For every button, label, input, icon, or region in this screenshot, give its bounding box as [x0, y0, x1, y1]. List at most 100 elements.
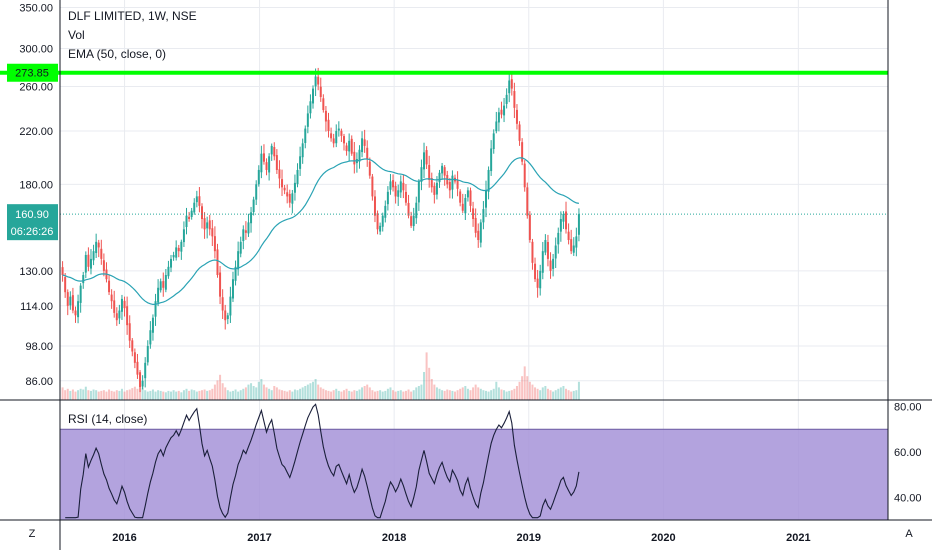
volume-bar [379, 390, 382, 400]
candle-body [392, 180, 395, 188]
candle-body [575, 236, 578, 248]
volume-bar [224, 387, 227, 400]
volume-bar [353, 390, 356, 400]
time-tick-label: 2018 [382, 532, 406, 544]
volume-bar [314, 379, 317, 400]
candle-body [482, 209, 485, 223]
rsi-tick-label: 40.00 [894, 492, 922, 504]
candle-body [250, 212, 253, 224]
volume-bar [503, 390, 506, 400]
volume-bar [415, 387, 418, 400]
time-tick-label: 2016 [112, 532, 136, 544]
candle-body [180, 241, 183, 252]
volume-bar [497, 387, 500, 400]
candle-body [394, 185, 397, 197]
volume-bar [211, 388, 214, 400]
candle-body [554, 245, 557, 259]
candle-body [342, 136, 345, 144]
volume-bar [521, 376, 524, 400]
candle-body [410, 216, 413, 226]
volume-bar [286, 391, 289, 400]
volume-bar [260, 379, 263, 400]
volume-bar [324, 390, 327, 400]
volume-bar [446, 389, 449, 400]
auto-scale-a-button[interactable]: A [905, 528, 913, 540]
candle-body [420, 167, 423, 182]
volume-bar [198, 390, 201, 400]
volume-bar [175, 391, 178, 400]
candle-body [118, 310, 121, 319]
candle-body [443, 167, 446, 176]
volume-bar [482, 390, 485, 400]
volume-bar [252, 386, 255, 400]
volume-bar [474, 384, 477, 400]
volume-bar [139, 384, 142, 400]
candle-body [340, 130, 343, 136]
volume-bar [131, 388, 134, 400]
volume-bar [221, 383, 224, 400]
volume-bar [358, 389, 361, 400]
candle-body [503, 105, 506, 116]
volume-bar [170, 391, 173, 400]
volume-bar [513, 388, 516, 400]
candle-body [430, 177, 433, 188]
candle-body [459, 191, 462, 203]
volume-bar [469, 390, 472, 400]
volume-bar [363, 386, 366, 400]
volume-bar [193, 390, 196, 400]
volume-bar [95, 390, 98, 400]
volume-bar [534, 387, 537, 400]
candle-body [162, 281, 165, 288]
volume-bar [552, 391, 555, 400]
candle-body [435, 182, 438, 195]
candle-body [552, 258, 555, 269]
volume-bar [291, 391, 294, 400]
volume-bar [577, 381, 580, 400]
volume-bar [490, 390, 493, 400]
volume-bar [306, 384, 309, 400]
candle-body [358, 149, 361, 162]
candle-body [190, 210, 193, 217]
candle-body [144, 362, 147, 379]
volume-bar [239, 390, 242, 400]
candle-body [216, 249, 219, 276]
time-tick-label: 2020 [651, 532, 675, 544]
candle-body [293, 182, 296, 193]
candle-body [154, 301, 157, 317]
volume-bar [281, 390, 284, 400]
candle-body [151, 317, 154, 333]
volume-bar [484, 390, 487, 400]
volume-bar [283, 390, 286, 400]
candle-body [508, 80, 511, 94]
candle-body [102, 260, 105, 271]
candle-body [456, 180, 459, 189]
candle-body [386, 191, 389, 205]
volume-bar [327, 390, 330, 400]
candle-body [570, 239, 573, 252]
volume-bar [386, 388, 389, 400]
candle-body [149, 330, 152, 345]
volume-bar [570, 391, 573, 400]
candle-body [487, 169, 490, 192]
candle-body [120, 298, 123, 312]
volume-bar [355, 390, 358, 400]
volume-bar [216, 380, 219, 400]
candle-body [247, 222, 250, 234]
candle-body [332, 138, 335, 144]
candle-body [404, 191, 407, 203]
volume-bar [384, 390, 387, 400]
candle-body [335, 130, 338, 144]
volume-bar [206, 390, 209, 400]
volume-bar [435, 387, 438, 400]
auto-scale-z-button[interactable]: Z [28, 528, 36, 540]
volume-bar [451, 390, 454, 400]
volume-bar [394, 391, 397, 400]
candle-body [123, 300, 126, 309]
candle-body [317, 76, 320, 85]
rsi-tick-label: 60.00 [894, 447, 922, 459]
candle-body [546, 242, 549, 259]
volume-bar [234, 389, 237, 400]
volume-bar [102, 390, 105, 400]
